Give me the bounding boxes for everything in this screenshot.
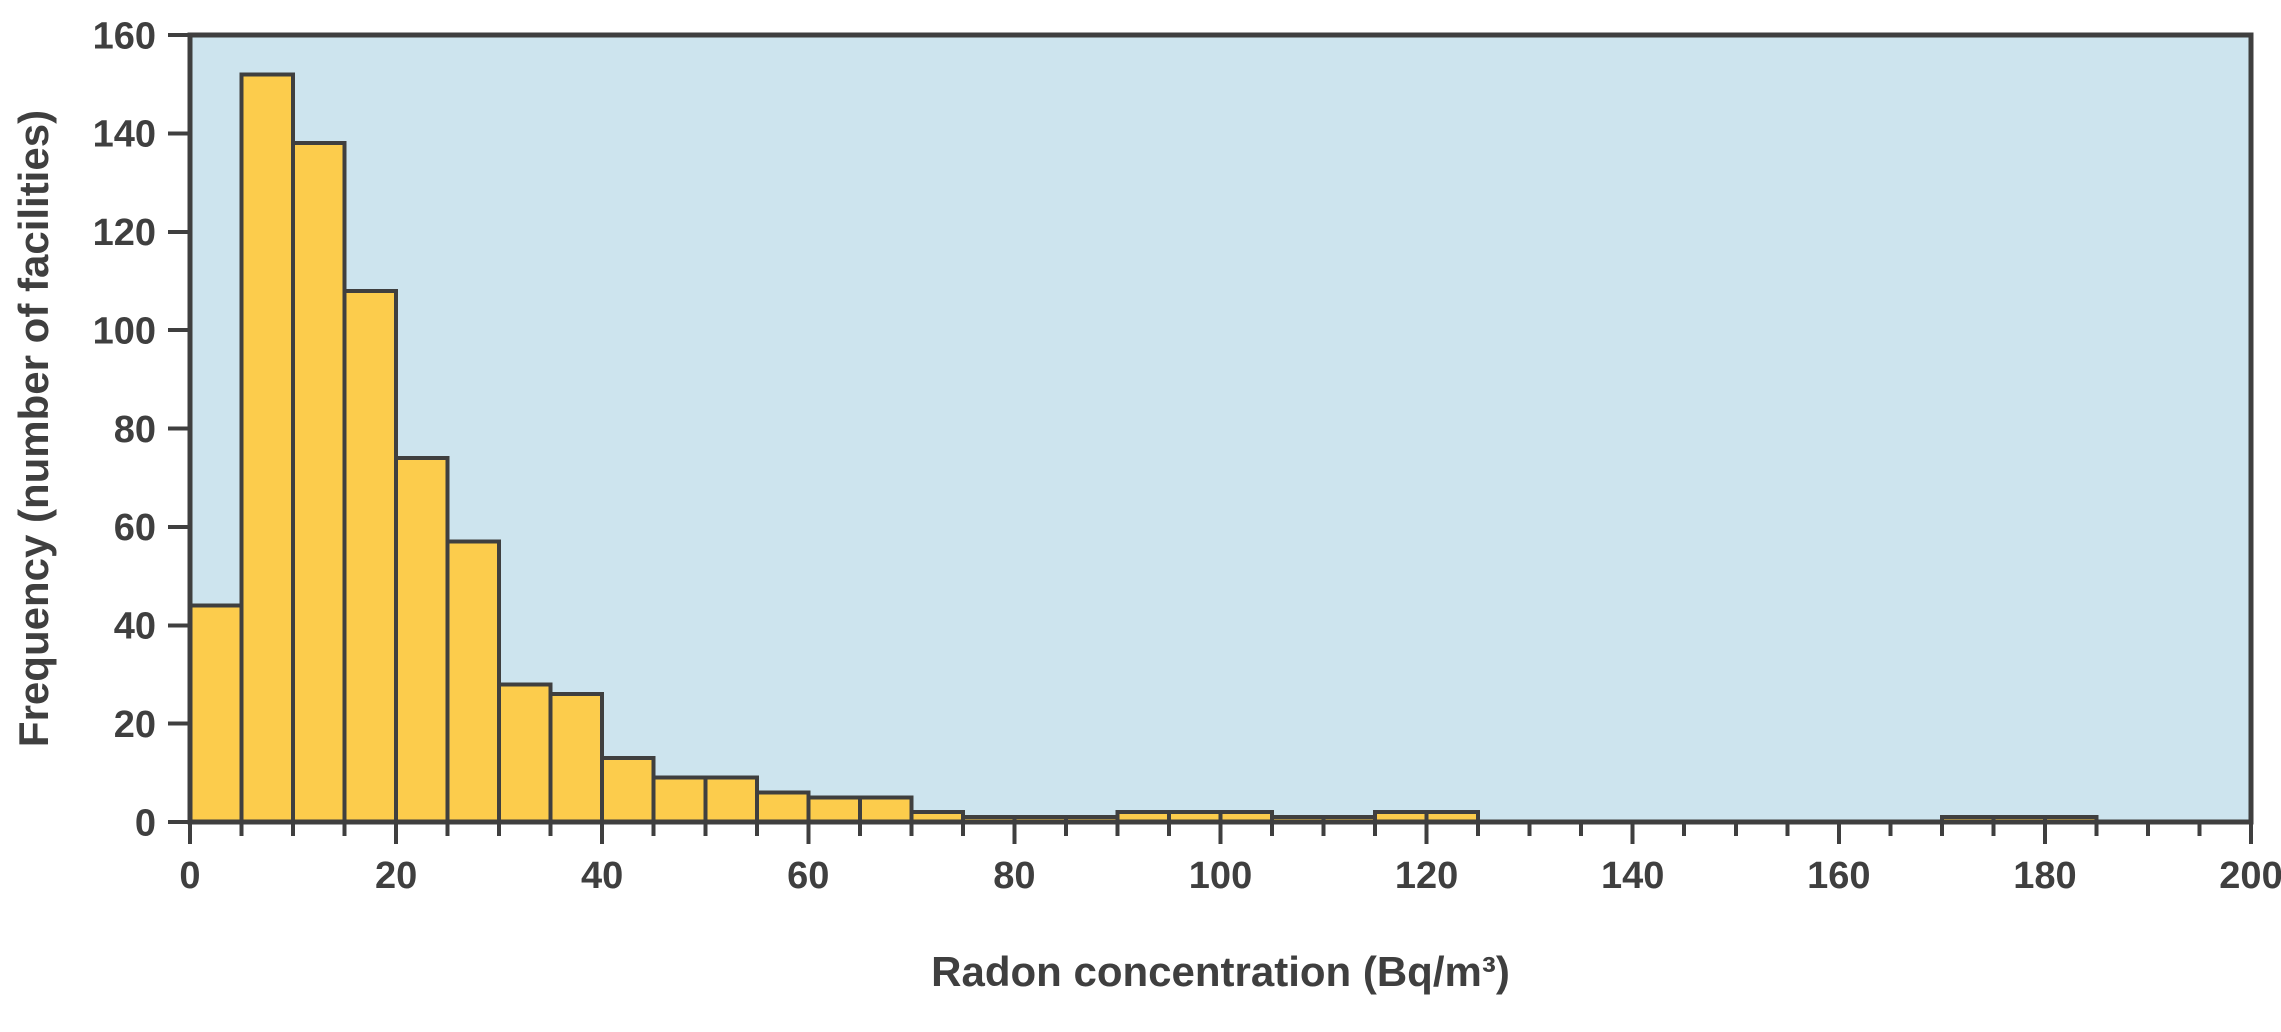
histogram-bar: [242, 74, 294, 822]
y-tick-label: 100: [93, 310, 156, 352]
x-tick-label: 0: [179, 855, 200, 897]
y-tick-label: 20: [114, 704, 156, 746]
x-ticks: 0 20 40 60 80 100 120 140 160 180 200: [179, 822, 2281, 897]
y-tick-label: 120: [93, 212, 156, 254]
histogram-bar: [190, 606, 242, 822]
histogram-bar: [396, 458, 448, 822]
x-tick-label: 180: [2013, 855, 2076, 897]
x-tick-label: 100: [1189, 855, 1252, 897]
histogram-bar: [499, 684, 551, 822]
y-tick-label: 160: [93, 15, 156, 57]
y-tick-label: 40: [114, 606, 156, 648]
x-tick-label: 60: [787, 855, 829, 897]
histogram-svg: 0 20 40 60 80 100 120 140 160 180 200 0 20 40 60 80 100 1…: [0, 0, 2281, 1032]
histogram-bar: [860, 797, 912, 822]
histogram-bar: [293, 143, 345, 822]
histogram-bar: [448, 542, 500, 822]
x-tick-label: 200: [2219, 855, 2281, 897]
histogram-bar: [808, 797, 860, 822]
y-tick-label: 80: [114, 409, 156, 451]
histogram-bar: [757, 792, 809, 822]
x-tick-label: 140: [1601, 855, 1664, 897]
histogram-bar: [345, 291, 397, 822]
x-tick-label: 120: [1395, 855, 1458, 897]
x-axis-label: Radon concentration (Bq/m³): [931, 948, 1510, 995]
y-axis-label: Frequency (number of facilities): [10, 110, 57, 747]
histogram-bar: [705, 778, 757, 822]
x-tick-label: 160: [1807, 855, 1870, 897]
x-tick-label: 40: [581, 855, 623, 897]
histogram-bar: [602, 758, 654, 822]
y-tick-label: 60: [114, 507, 156, 549]
y-ticks: 0 20 40 60 80 100 120 140 160: [93, 15, 190, 844]
y-tick-label: 140: [93, 114, 156, 156]
histogram-bar: [551, 694, 603, 822]
x-tick-label: 80: [993, 855, 1035, 897]
y-tick-label: 0: [135, 802, 156, 844]
histogram-bar: [654, 778, 706, 822]
x-tick-label: 20: [375, 855, 417, 897]
histogram-figure: 0 20 40 60 80 100 120 140 160 180 200 0 20 40 60 80 100 1…: [0, 0, 2281, 1032]
